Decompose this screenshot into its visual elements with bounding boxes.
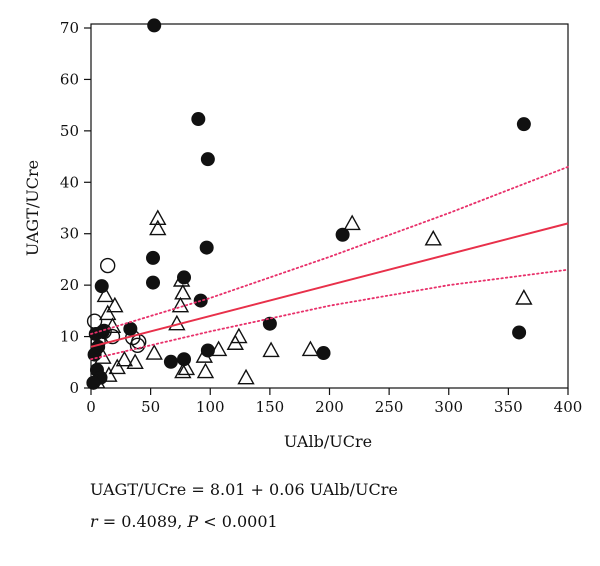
data-point-filled-circle: [200, 152, 215, 167]
data-point-open-triangle: [94, 348, 112, 364]
data-point-filled-circle: [147, 18, 162, 33]
data-point-filled-circle: [94, 279, 109, 294]
data-point-open-triangle: [126, 353, 144, 369]
data-point-open-triangle: [174, 283, 192, 300]
data-point-open-triangle: [262, 341, 280, 358]
r-value: = 0.4089,: [97, 512, 188, 531]
data-point-filled-circle: [335, 227, 350, 242]
x-tick-label: 350: [494, 398, 523, 416]
data-point-filled-circle: [191, 112, 206, 127]
y-tick-label: 20: [60, 276, 79, 294]
data-point-open-triangle: [99, 304, 117, 321]
data-point-filled-circle: [163, 354, 178, 369]
data-point-filled-circle: [262, 316, 277, 331]
y-tick-label: 50: [60, 122, 79, 140]
scatter-chart: 0 50 100 150 200 250 300 350 400010203040506070 …: [23, 18, 582, 451]
data-point-open-circle: [86, 313, 103, 329]
data-point-open-circle: [90, 334, 106, 350]
x-tick-label: 250: [375, 398, 404, 416]
data-point-open-triangle: [149, 219, 167, 236]
y-tick-label: 10: [60, 328, 79, 346]
data-point-open-triangle: [424, 229, 442, 246]
data-point-open-triangle: [209, 340, 228, 357]
data-point-open-triangle: [195, 347, 213, 363]
data-point-filled-circle: [123, 321, 138, 336]
x-axis-title: UAlb/UCre: [284, 432, 372, 451]
data-point-open-triangle: [145, 344, 163, 360]
y-tick-label: 60: [60, 70, 79, 88]
p-value: < 0.0001: [198, 512, 278, 531]
data-point-open-triangle: [115, 350, 134, 367]
x-tick-label: 50: [141, 398, 160, 416]
y-tick-label: 40: [60, 173, 79, 191]
p-symbol: P: [187, 512, 199, 531]
data-point-open-circle: [99, 257, 116, 274]
data-point-open-triangle: [515, 289, 533, 305]
regression-lines: [90, 165, 569, 361]
confidence-band-upper: [90, 165, 569, 335]
data-point-filled-circle: [199, 240, 214, 255]
regression-equation: UAGT/UCre = 8.01 + 0.06 UAlb/UCre: [90, 480, 398, 499]
x-tick-label: 100: [196, 398, 225, 416]
data-point-open-triangle: [96, 286, 114, 303]
data-point-open-triangle: [171, 296, 190, 313]
data-point-open-triangle: [108, 358, 126, 375]
plot-border: [90, 23, 569, 389]
data-point-open-triangle: [343, 214, 361, 231]
confidence-band-lower: [90, 268, 569, 361]
data-point-open-triangle: [106, 296, 124, 313]
x-tick-label: 200: [315, 398, 344, 416]
data-point-open-triangle: [226, 334, 244, 350]
data-point-open-triangle: [172, 271, 191, 287]
data-point-filled-circle: [512, 325, 527, 340]
data-point-open-triangle: [301, 340, 320, 357]
data-point-filled-circle: [146, 275, 161, 290]
data-point-open-circle: [129, 337, 146, 354]
data-point-open-triangle: [149, 209, 167, 225]
correlation-stats: r = 0.4089, P < 0.0001: [90, 512, 278, 531]
data-point-open-circle: [104, 328, 121, 345]
r-symbol: r: [90, 512, 98, 531]
data-marks: [86, 18, 533, 390]
data-point-open-triangle: [237, 368, 255, 385]
data-point-filled-circle: [316, 346, 331, 361]
x-tick-label: 150: [256, 398, 285, 416]
x-tick-label: 300: [434, 398, 463, 416]
data-point-filled-circle: [516, 117, 531, 132]
y-tick-label: 30: [60, 225, 79, 243]
axes: 0 50 100 150 200 250 300 350 400 0 10 20 30 40 50 60 70: [60, 19, 582, 416]
data-point-open-triangle: [88, 372, 106, 389]
data-point-open-triangle: [230, 327, 248, 344]
data-point-filled-circle: [146, 250, 161, 265]
data-point-open-triangle: [196, 362, 215, 379]
y-tick-label: 0: [69, 379, 79, 397]
regression-line: [90, 222, 569, 348]
x-tick-label: 400: [554, 398, 583, 416]
x-tick-label: 0: [86, 398, 96, 416]
data-point-open-triangle: [177, 359, 196, 376]
data-point-open-triangle: [100, 366, 118, 382]
y-tick-label: 70: [60, 19, 79, 37]
plot-frame: [90, 23, 569, 389]
data-point-open-triangle: [174, 362, 192, 379]
y-axis-title: UAGT/UCre: [23, 160, 42, 256]
